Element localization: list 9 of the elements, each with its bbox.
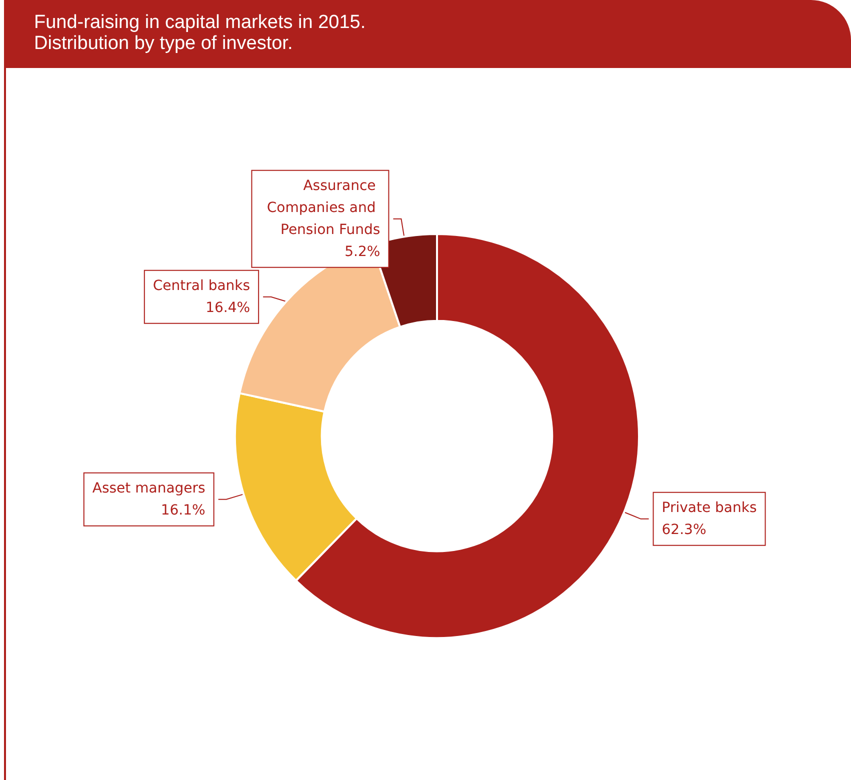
slice-label: Private banks xyxy=(662,500,757,516)
slice-label: Assurance Companies and Pension Funds xyxy=(266,178,380,238)
data-label: 62.3% xyxy=(662,522,706,538)
data-label: 16.4% xyxy=(206,300,250,316)
slice-label: Asset managers xyxy=(92,480,206,496)
chart-title: Fund-raising in capital markets in 2015. Distribution by type of investor. xyxy=(4,0,851,68)
data-label: 16.1% xyxy=(160,502,206,518)
slice-label: Central banks xyxy=(152,278,250,294)
data-label: 5.2% xyxy=(344,244,380,260)
